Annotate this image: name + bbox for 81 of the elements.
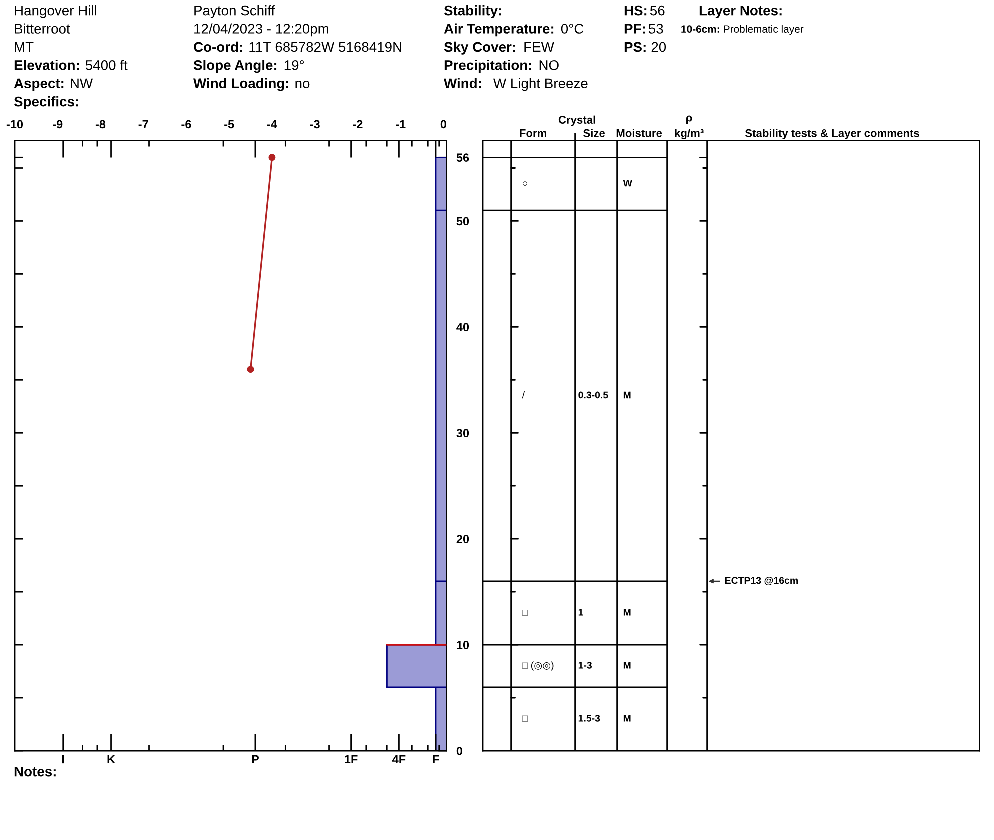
text: Layer Notes: xyxy=(700,6,782,18)
x-tick-label: -4 xyxy=(267,120,278,129)
text: 1 xyxy=(578,609,584,616)
text: 56 xyxy=(650,6,665,16)
text: FEW xyxy=(524,42,554,52)
x-tick-label: -9 xyxy=(53,120,63,129)
text: M xyxy=(624,715,631,722)
y-tick-label: 20 xyxy=(456,535,470,544)
text: ρ xyxy=(686,116,692,124)
text: Notes: xyxy=(14,767,56,777)
text: Co-ord: xyxy=(194,42,242,52)
text: MT xyxy=(15,42,34,52)
text: 11T 685782W 5168419N xyxy=(250,42,402,52)
x-tick-label: -7 xyxy=(138,120,148,129)
x-tick-label: -8 xyxy=(96,120,106,129)
x-tick-label: 0 xyxy=(440,120,446,129)
text: no xyxy=(296,80,310,89)
x-tick-label: -6 xyxy=(182,120,192,129)
text: M xyxy=(624,392,631,399)
text: W xyxy=(623,180,632,187)
text: kg/m³ xyxy=(675,129,704,140)
text: 0°C xyxy=(561,24,584,34)
y-tick-label: 50 xyxy=(456,217,470,226)
text: 12/04/2023 - 12:20pm xyxy=(194,24,328,37)
text: Air Temperature: xyxy=(444,24,554,37)
text: Moisture xyxy=(616,129,662,138)
text: Aspect: xyxy=(14,78,64,92)
text: K xyxy=(108,755,116,764)
y-tick-label: 40 xyxy=(456,323,470,332)
text: Crystal xyxy=(558,116,596,126)
text: Stability: xyxy=(444,6,502,18)
text: Precipitation: xyxy=(444,60,532,74)
text: NW xyxy=(71,78,94,88)
text: Wind: xyxy=(444,78,482,89)
text: 1.5-3 xyxy=(578,714,600,722)
x-tick-label: -2 xyxy=(353,120,363,129)
text: ○ xyxy=(523,182,528,186)
text: Size xyxy=(584,129,606,138)
x-tick-label: -1 xyxy=(396,120,406,129)
text: Bitterroot xyxy=(15,24,70,34)
text: Elevation: xyxy=(14,60,80,70)
text: W Light Breeze xyxy=(494,78,588,92)
text: 53 xyxy=(648,24,664,34)
text: Hangover Hill xyxy=(15,6,96,18)
text: ECTP13 @16cm xyxy=(725,577,798,586)
text: Stability tests & Layer comments xyxy=(745,129,920,140)
y-tick-label: 0 xyxy=(456,747,463,756)
text: 19° xyxy=(284,60,304,70)
text: / xyxy=(522,392,525,399)
text: PS: xyxy=(624,42,646,52)
text: NO xyxy=(540,60,559,70)
text: 5400 ft xyxy=(86,60,128,70)
text: Wind Loading: xyxy=(194,78,288,92)
text: 1-3 xyxy=(578,662,592,669)
text: Form xyxy=(520,130,546,138)
text: Sky Cover: xyxy=(444,42,516,55)
text: M xyxy=(624,662,631,669)
text: M xyxy=(624,609,631,616)
text: I xyxy=(62,755,64,764)
text: □ xyxy=(522,716,528,722)
text: HS: xyxy=(624,6,647,16)
text: □ xyxy=(522,610,528,616)
y-tick-label: 10 xyxy=(457,641,470,650)
text: Payton Schiff xyxy=(194,6,276,18)
text: 0.3-0.5 xyxy=(578,392,608,399)
text: 10-6cm: xyxy=(682,26,720,33)
x-tick-label: -3 xyxy=(310,120,320,129)
y-tick-label: 56 xyxy=(456,154,470,162)
x-tick-label: -5 xyxy=(224,120,234,129)
text: 1F xyxy=(345,755,358,764)
text: 20 xyxy=(652,42,666,52)
text: Problematic layer xyxy=(724,25,804,36)
y-tick-label: 30 xyxy=(456,429,470,438)
text: PF: xyxy=(624,24,646,34)
text: □ (◎◎) xyxy=(522,662,554,671)
text: P xyxy=(252,755,259,764)
text: Slope Angle: xyxy=(194,60,277,74)
text: F xyxy=(433,755,440,764)
x-tick-label: -10 xyxy=(6,120,24,129)
text: Specifics: xyxy=(14,96,78,110)
text: 4F xyxy=(392,755,406,764)
